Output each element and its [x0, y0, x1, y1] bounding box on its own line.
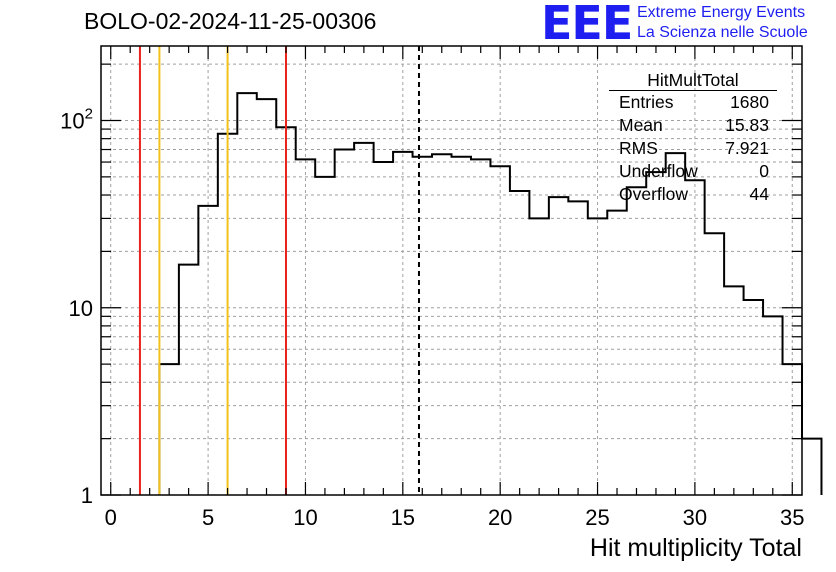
- histogram-bin: [354, 143, 373, 495]
- histogram-bin: [783, 364, 802, 495]
- histogram-bin: [588, 218, 607, 495]
- histogram-bin: [413, 157, 432, 495]
- logo-subtitle-line1: Extreme Energy Events: [637, 4, 806, 21]
- histogram-bin: [179, 265, 198, 495]
- histogram-bin: [490, 166, 509, 495]
- stats-row-overflow: Overflow 44: [609, 183, 777, 206]
- histogram-bin: [627, 187, 646, 495]
- histogram-bin: [568, 201, 587, 495]
- histogram-bin: [374, 162, 393, 495]
- histogram-bin: [763, 316, 782, 495]
- eee-logo: EEE: [541, 0, 633, 50]
- stats-title: HitMultTotal: [609, 70, 777, 91]
- histogram-bin: [549, 197, 568, 495]
- x-tick-label: 0: [105, 505, 117, 530]
- histogram-bin: [646, 172, 665, 495]
- stats-value: 15.83: [725, 115, 769, 135]
- histogram-bin: [237, 93, 256, 495]
- stats-row-mean: Mean 15.83: [609, 114, 777, 137]
- x-tick-label: 30: [683, 505, 707, 530]
- y-tick-label: 10: [69, 296, 93, 321]
- logo-subtitle-line2: La Scienza nelle Scuole: [637, 24, 808, 41]
- x-axis-label: Hit multiplicity Total: [589, 534, 802, 562]
- histogram-bin: [335, 150, 354, 495]
- histogram-bin: [432, 154, 451, 495]
- histogram-bin: [529, 218, 548, 495]
- plot-frame: [100, 45, 803, 496]
- histogram-outline: [158, 92, 823, 495]
- stats-label: Entries: [619, 92, 674, 112]
- chart-title: BOLO-02-2024-11-25-00306: [84, 8, 377, 34]
- histogram-bin: [198, 206, 217, 495]
- y-tick-label: 1: [81, 483, 93, 508]
- histogram-bin: [296, 159, 315, 495]
- stats-label: Overflow: [619, 184, 689, 204]
- histogram-bin: [452, 157, 471, 495]
- histogram-bin: [705, 233, 724, 495]
- x-tick-label: 15: [391, 505, 415, 530]
- stats-box: HitMultTotal Entries 1680 Mean 15.83 RMS…: [609, 70, 777, 206]
- histogram-bin: [685, 180, 704, 495]
- x-tick-label: 5: [202, 505, 214, 530]
- stats-row-entries: Entries 1680: [609, 91, 777, 114]
- x-tick-label: 35: [780, 505, 804, 530]
- histogram-bin: [471, 159, 490, 495]
- stats-label: Underflow: [619, 161, 698, 181]
- y-tick-label: 102: [60, 106, 93, 134]
- histogram-bin: [510, 191, 529, 495]
- stats-value: 7.921: [725, 138, 769, 158]
- stats-value: 44: [749, 184, 769, 204]
- stats-value: 1680: [730, 92, 769, 112]
- stats-row-rms: RMS 7.921: [609, 137, 777, 160]
- stats-value: 0: [759, 161, 769, 181]
- x-tick-label: 25: [585, 505, 609, 530]
- stats-label: Mean: [619, 115, 663, 135]
- histogram-bin: [802, 439, 821, 495]
- x-tick-label: 20: [488, 505, 512, 530]
- stats-row-underflow: Underflow 0: [609, 160, 777, 183]
- histogram-bin: [159, 364, 178, 495]
- histogram-bin: [744, 300, 763, 495]
- histogram-bin: [315, 177, 334, 495]
- stats-label: RMS: [619, 138, 658, 158]
- histogram-bin: [393, 152, 412, 495]
- histogram-bin: [607, 211, 626, 495]
- x-tick-label: 10: [293, 505, 317, 530]
- histogram-bin: [257, 99, 276, 495]
- histogram-bin: [724, 286, 743, 495]
